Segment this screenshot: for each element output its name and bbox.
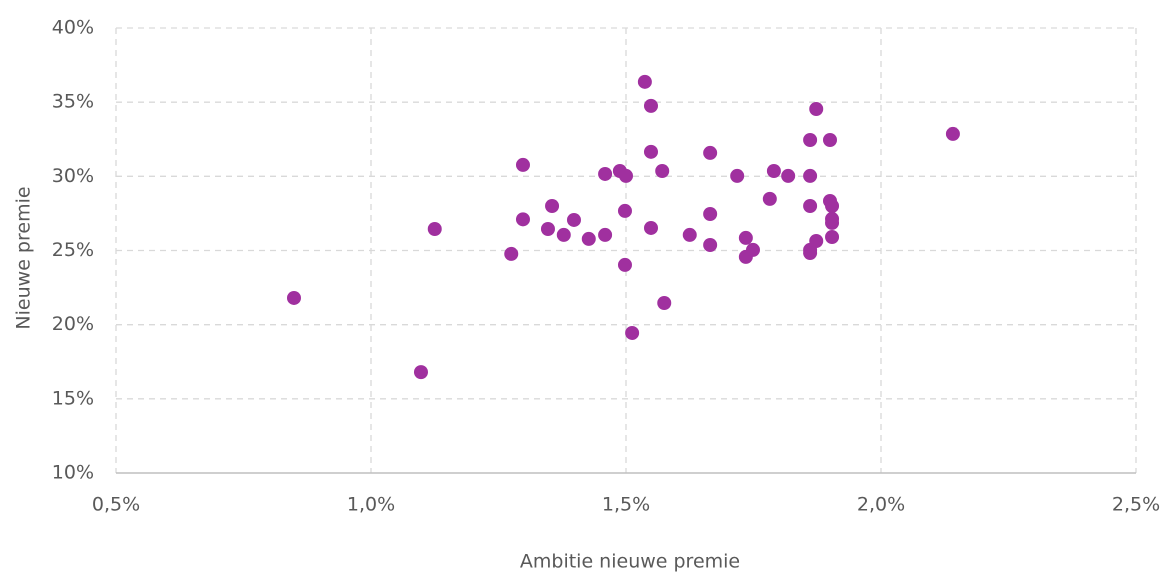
point [703, 238, 718, 253]
x-axis-title: Ambitie nieuwe premie [520, 551, 740, 573]
y-tick-label: 40% [52, 17, 94, 39]
point [619, 168, 633, 183]
point [643, 144, 658, 159]
point [825, 230, 840, 245]
y-tick-label: 30% [52, 165, 94, 187]
point [286, 290, 301, 305]
y-tick-label: 15% [52, 387, 94, 409]
point [617, 257, 632, 272]
point [803, 199, 818, 213]
point [781, 168, 796, 183]
point [581, 231, 596, 246]
point [762, 191, 777, 206]
point [598, 166, 613, 181]
point [803, 246, 818, 261]
point [617, 203, 632, 218]
point [625, 325, 640, 340]
point [809, 101, 824, 116]
point [515, 212, 530, 227]
y-tick-label: 10% [52, 462, 94, 484]
x-tick-label: 0,5% [92, 494, 140, 516]
x-tick-label: 1,5% [602, 494, 650, 516]
point [745, 242, 760, 257]
point [643, 98, 658, 113]
point [823, 132, 837, 147]
point [545, 199, 560, 213]
point [703, 207, 718, 222]
point [825, 215, 840, 230]
y-tick-label: 35% [52, 91, 94, 113]
point [945, 126, 960, 141]
y-axis-title: Nieuwe premie [13, 186, 35, 329]
point [738, 230, 753, 245]
point [566, 212, 581, 227]
point [655, 163, 670, 178]
x-tick-label: 1,0% [347, 494, 395, 516]
point [803, 132, 818, 147]
point [803, 168, 818, 183]
point [643, 220, 658, 235]
x-tick-label: 2,5% [1112, 494, 1160, 516]
point [703, 145, 718, 160]
point [730, 168, 745, 183]
point [825, 199, 840, 213]
y-tick-label: 25% [52, 239, 94, 261]
point [556, 227, 571, 242]
point [809, 234, 824, 249]
x-tick-label: 2,0% [857, 494, 905, 516]
point [540, 221, 555, 236]
y-tick-label: 20% [52, 313, 94, 335]
point [766, 163, 781, 178]
point [637, 74, 652, 89]
point [598, 227, 613, 242]
point [515, 157, 530, 172]
point [427, 221, 442, 236]
point [682, 227, 697, 242]
point [657, 296, 672, 311]
point [504, 246, 519, 261]
point [413, 365, 428, 380]
